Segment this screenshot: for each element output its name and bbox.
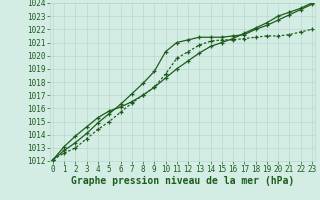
X-axis label: Graphe pression niveau de la mer (hPa): Graphe pression niveau de la mer (hPa) — [71, 176, 294, 186]
